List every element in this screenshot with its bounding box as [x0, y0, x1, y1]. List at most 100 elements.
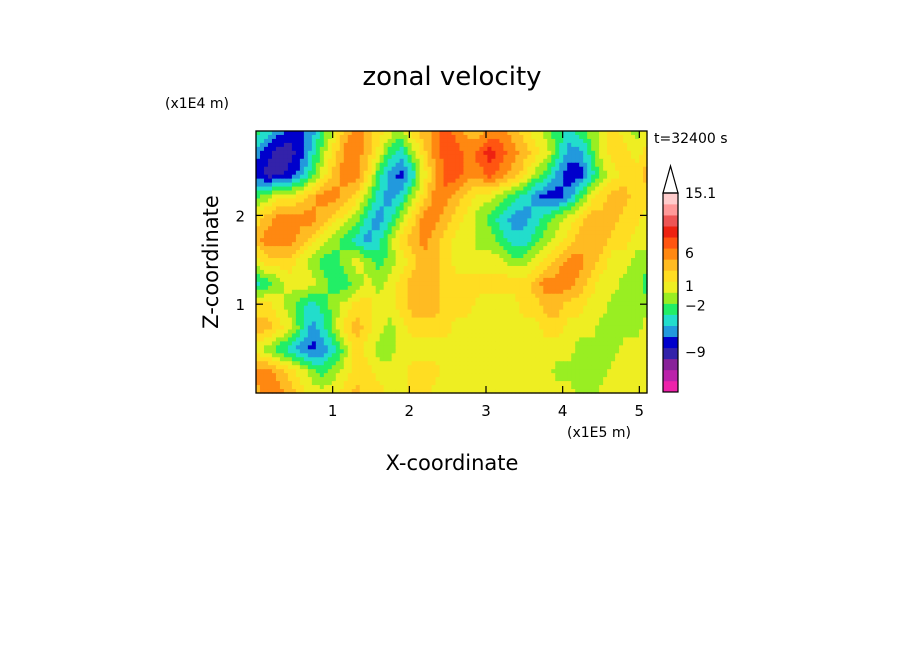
contour-cell	[539, 131, 544, 136]
contour-cell	[455, 202, 461, 208]
contour-cell	[471, 246, 477, 251]
contour-cell	[351, 202, 357, 208]
contour-cell	[415, 277, 421, 283]
contour-cell	[643, 190, 648, 196]
contour-cell	[619, 313, 624, 319]
contour-cell	[515, 174, 520, 180]
contour-cell	[559, 182, 564, 188]
contour-cell	[579, 313, 584, 319]
contour-cell	[399, 206, 405, 211]
contour-cell	[499, 131, 504, 136]
contour-cell	[559, 150, 564, 156]
contour-cell	[555, 305, 560, 311]
contour-cell	[315, 170, 321, 176]
contour-cell	[379, 254, 385, 259]
contour-cell	[267, 285, 273, 291]
contour-cell	[307, 273, 313, 279]
contour-cell	[347, 186, 353, 192]
contour-cell	[371, 202, 377, 208]
contour-cell	[487, 162, 492, 168]
contour-cell	[583, 206, 588, 211]
contour-cell	[551, 325, 556, 331]
contour-cell	[315, 313, 321, 319]
contour-cell	[375, 309, 381, 315]
contour-cell	[451, 313, 457, 319]
contour-cell	[323, 329, 329, 335]
contour-cell	[411, 158, 417, 164]
contour-cell	[499, 325, 504, 331]
contour-cell	[279, 134, 285, 140]
contour-cell	[263, 285, 269, 291]
contour-cell	[631, 178, 636, 184]
contour-cell	[555, 154, 560, 160]
contour-cell	[435, 309, 441, 315]
contour-cell	[451, 258, 457, 263]
contour-cell	[443, 246, 449, 251]
contour-cell	[311, 262, 317, 267]
contour-cell	[491, 138, 496, 144]
contour-cell	[407, 325, 413, 331]
contour-cell	[551, 309, 556, 315]
contour-cell	[275, 262, 281, 267]
contour-cell	[311, 281, 317, 287]
contour-cell	[583, 258, 588, 263]
contour-cell	[539, 246, 544, 251]
contour-cell	[583, 254, 588, 259]
contour-cell	[443, 285, 449, 291]
contour-cell	[543, 293, 548, 299]
contour-cell	[459, 226, 465, 231]
contour-cell	[539, 186, 544, 192]
contour-cell	[599, 242, 604, 247]
contour-cell	[387, 178, 393, 184]
contour-cell	[399, 170, 405, 176]
contour-cell	[347, 210, 353, 215]
contour-cell	[447, 250, 453, 255]
contour-cell	[331, 174, 337, 180]
contour-cell	[339, 214, 345, 219]
contour-cell	[539, 182, 544, 188]
contour-cell	[407, 289, 413, 295]
contour-cell	[447, 222, 453, 227]
contour-cell	[583, 138, 588, 144]
contour-cell	[467, 246, 473, 251]
contour-cell	[267, 321, 273, 327]
contour-cell	[367, 297, 373, 303]
contour-cell	[499, 194, 504, 200]
contour-cell	[319, 218, 325, 223]
contour-cell	[327, 134, 333, 140]
contour-cell	[595, 162, 600, 168]
contour-cell	[543, 273, 548, 279]
contour-cell	[623, 285, 628, 291]
contour-cell	[343, 138, 349, 144]
contour-cell	[419, 309, 425, 315]
contour-cell	[635, 265, 640, 271]
contour-cell	[275, 305, 281, 311]
contour-cell	[391, 234, 397, 239]
contour-cell	[347, 269, 353, 275]
contour-cell	[471, 190, 477, 196]
contour-cell	[323, 131, 329, 136]
contour-cell	[547, 309, 552, 315]
contour-cell	[559, 262, 564, 267]
contour-cell	[563, 242, 568, 247]
contour-cell	[379, 301, 385, 307]
contour-cell	[623, 202, 628, 208]
contour-cell	[391, 194, 397, 200]
contour-cell	[599, 150, 604, 156]
contour-cell	[363, 262, 369, 267]
contour-cell	[279, 293, 285, 299]
contour-cell	[331, 226, 337, 231]
contour-cell	[511, 238, 516, 243]
contour-cell	[447, 317, 453, 323]
contour-cell	[287, 273, 293, 279]
contour-cell	[459, 262, 465, 267]
contour-cell	[411, 265, 417, 271]
contour-cell	[551, 210, 556, 215]
contour-cell	[323, 273, 329, 279]
contour-cell	[387, 281, 393, 287]
contour-cell	[327, 182, 333, 188]
contour-cell	[323, 202, 329, 208]
contour-cell	[495, 277, 500, 283]
contour-cell	[299, 222, 305, 227]
contour-cell	[447, 174, 453, 180]
